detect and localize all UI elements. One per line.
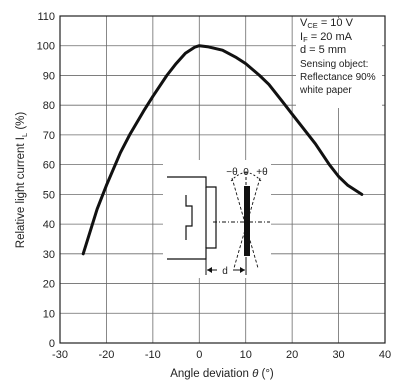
sensor-housing: [167, 176, 217, 260]
y-tick-label-0: 0: [49, 338, 55, 350]
x-tick-label-3: 0: [196, 349, 202, 361]
y-tick-label-11: 110: [37, 11, 55, 23]
condition-distance: d = 5 mm: [300, 44, 346, 56]
sensor-element: [185, 195, 193, 240]
condition-if: IF = 20 mA: [300, 31, 353, 44]
x-tick-label-2: -10: [145, 349, 161, 361]
y-tick-label-7: 70: [43, 130, 55, 142]
reflector-plate: [244, 186, 250, 256]
conditions-background: [296, 18, 382, 108]
x-tick-label-6: 30: [332, 349, 344, 361]
y-tick-label-9: 90: [43, 70, 55, 82]
distance-label: d: [222, 266, 228, 277]
condition-sensing-object: Sensing object:: [300, 59, 368, 70]
arrowhead-right: [240, 267, 245, 273]
inset-background: [163, 160, 271, 278]
light-current-curve: [81, 44, 364, 256]
y-tick-label-8: 80: [43, 100, 55, 112]
condition-white-paper: white paper: [299, 85, 352, 96]
sensor-inset-diagram: [167, 171, 270, 275]
tilt-arc-left: [230, 171, 247, 182]
condition-reflectance: Reflectance 90%: [300, 72, 376, 83]
x-tick-labels: -30 -20 -10 0 10 20 30 40: [52, 349, 391, 361]
y-tick-label-1: 10: [43, 308, 55, 320]
tilt-arc-right: [245, 171, 262, 182]
condition-vce: VCE = 10 V: [300, 17, 354, 30]
x-tick-label-7: 40: [379, 349, 391, 361]
y-tick-label-2: 20: [43, 279, 55, 291]
x-tick-label-0: -30: [52, 349, 68, 361]
y-tick-label-6: 60: [43, 160, 55, 172]
y-axis-label: Relative light current IL (%): [15, 112, 29, 249]
arrowhead-left: [207, 267, 212, 273]
plot-frame: [59, 15, 386, 344]
y-tick-label-10: 100: [37, 41, 55, 53]
x-tick-label-4: 10: [240, 349, 252, 361]
y-tick-label-4: 40: [43, 219, 55, 231]
x-tick-label-1: -20: [98, 349, 114, 361]
y-tick-label-3: 30: [43, 249, 55, 261]
plus-theta-label: +θ: [256, 167, 268, 178]
y-tick-label-5: 50: [43, 189, 55, 201]
y-tick-labels: 0 10 20 30 40 50 60 70 80 90 100 110: [37, 11, 55, 350]
zero-angle-label: 0: [243, 167, 249, 178]
conditions-annotation: VCE = 10 V IF = 20 mA d = 5 mm Sensing o…: [299, 17, 376, 96]
minus-theta-label: −θ: [226, 167, 238, 178]
x-axis-label: Angle deviation θ (°): [170, 368, 274, 380]
x-tick-label-5: 20: [286, 349, 298, 361]
